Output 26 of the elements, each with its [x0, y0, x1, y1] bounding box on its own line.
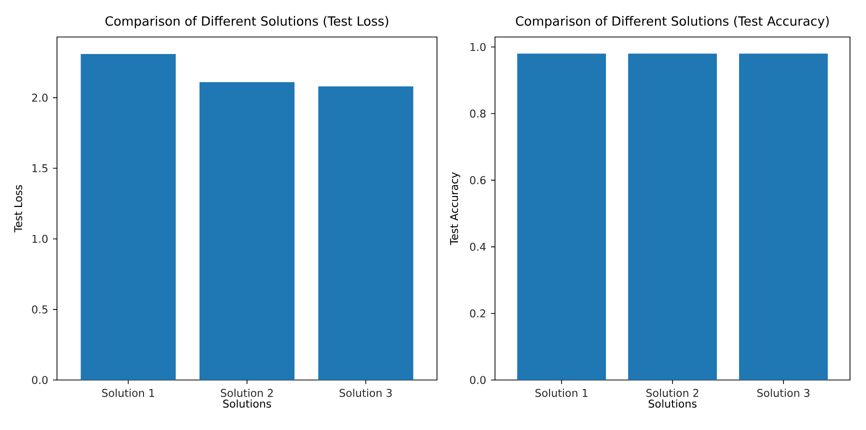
y-tick-label: 0.6	[470, 176, 486, 184]
y-tick-label: 0.4	[470, 242, 486, 251]
y-tick-label: 0.8	[470, 110, 486, 118]
y-tick-label: 0.0	[32, 376, 48, 384]
y-tick-label: 1.5	[32, 164, 48, 172]
y-tick-label: 0.5	[32, 305, 48, 314]
x-tick-label: Solution 3	[757, 388, 810, 397]
chart-title: Comparison of Different Solutions (Test Loss)	[105, 16, 388, 28]
x-tick-label: Solution 1	[535, 388, 588, 397]
y-axis-title: Test Accuracy	[450, 172, 460, 246]
x-tick-label: Solution 2	[646, 388, 698, 397]
y-tick-label: 1.0	[32, 234, 48, 243]
y-tick-label: 0.0	[470, 376, 486, 384]
x-tick-label: Solution 2	[220, 388, 273, 397]
x-axis-title: Solutions	[648, 399, 697, 408]
x-tick-label: Solution 1	[102, 388, 154, 397]
y-tick-label: 0.2	[470, 309, 486, 318]
x-axis-title: Solutions	[223, 399, 272, 408]
y-tick-label: 2.0	[32, 94, 48, 102]
bar	[200, 82, 295, 380]
y-axis-title: Test Loss	[14, 185, 22, 232]
bar	[80, 54, 176, 380]
x-tick-label: Solution 3	[340, 388, 392, 397]
bar	[318, 86, 414, 380]
y-tick-label: 1.0	[470, 42, 486, 52]
chart-title: Comparison of Different Solutions (Test Accuracy)	[516, 16, 829, 28]
